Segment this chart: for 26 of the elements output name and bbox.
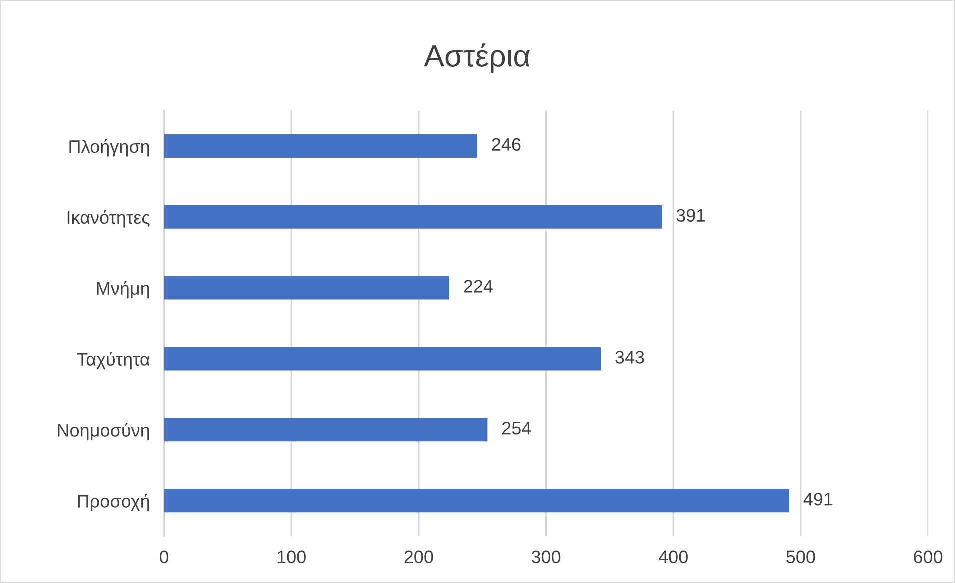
x-tick-label: 500 (786, 550, 816, 564)
data-label: 246 (492, 138, 521, 152)
x-tick-label: 0 (160, 550, 169, 564)
y-tick-label: Ταχύτητα (77, 352, 150, 370)
bar (164, 134, 478, 158)
bar (164, 418, 488, 442)
y-tick-label: Νοημοσύνη (58, 423, 150, 440)
y-tick-label: Πλοήγηση (70, 139, 150, 157)
x-tick-label: 200 (404, 550, 434, 564)
data-label: 224 (464, 280, 493, 293)
x-tick-label: 400 (658, 550, 688, 564)
x-tick-label: 600 (914, 550, 943, 564)
data-label: 391 (676, 209, 706, 222)
chart-title: Αστέρια (424, 44, 530, 73)
bar (164, 489, 790, 513)
bar (164, 347, 602, 371)
y-tick-label: Προσοχή (78, 494, 150, 512)
bar (164, 276, 450, 300)
x-tick-label: 100 (278, 550, 306, 564)
data-label: 254 (502, 422, 532, 435)
data-label: 491 (804, 492, 833, 506)
y-tick-label: Ικανότητες (68, 210, 150, 228)
y-tick-label: Μνήμη (97, 281, 150, 299)
x-tick-label: 300 (532, 550, 561, 564)
data-label: 343 (616, 351, 644, 364)
bar (164, 205, 662, 229)
